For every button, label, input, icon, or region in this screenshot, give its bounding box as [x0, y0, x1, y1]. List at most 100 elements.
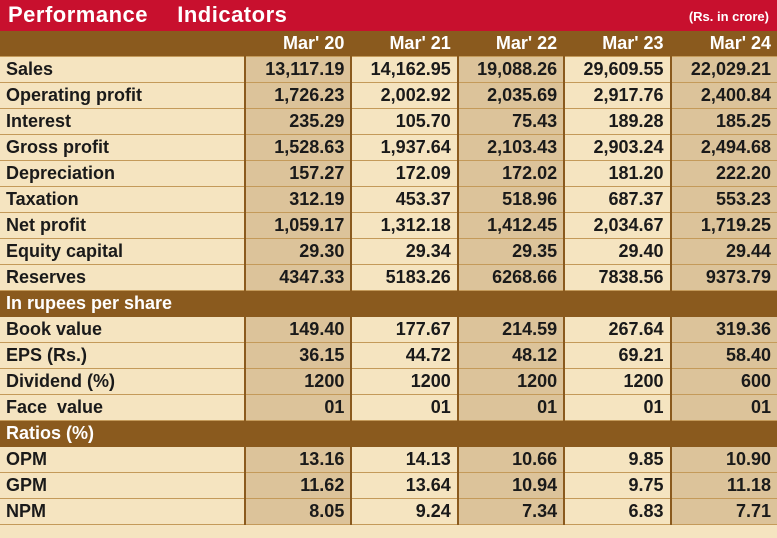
value-cell: 172.09 [351, 160, 459, 187]
table-row: Equity capital 29.30 29.34 29.35 29.40 29.44 [0, 238, 777, 265]
value-cell: 69.21 [564, 342, 672, 369]
title-bar: Performance Indicators (Rs. in crore) [0, 0, 777, 31]
table-row: NPM 8.05 9.24 7.34 6.83 7.71 [0, 498, 777, 525]
value-cell: 267.64 [564, 316, 672, 343]
value-cell: 44.72 [351, 342, 459, 369]
row-label: Operating profit [0, 82, 246, 109]
table-row: Face value 01 01 01 01 01 [0, 394, 777, 421]
value-cell: 1200 [351, 368, 459, 395]
value-cell: 1,312.18 [351, 212, 459, 239]
value-cell: 687.37 [564, 186, 672, 213]
value-cell: 9.85 [564, 446, 672, 473]
value-cell: 14.13 [351, 446, 459, 473]
value-cell: 9.24 [351, 498, 459, 525]
value-cell: 600 [670, 368, 777, 395]
value-cell: 9373.79 [670, 264, 777, 291]
value-cell: 01 [457, 394, 566, 421]
value-cell: 1,937.64 [351, 134, 459, 161]
table-row: Dividend (%) 1200 1200 1200 1200 600 [0, 368, 777, 395]
value-cell: 1,528.63 [244, 134, 353, 161]
value-cell: 29.35 [457, 238, 566, 265]
row-label: Face value [0, 394, 246, 421]
value-cell: 01 [244, 394, 353, 421]
value-cell: 14,162.95 [351, 56, 459, 83]
header-blank-cell [0, 31, 246, 57]
value-cell: 518.96 [457, 186, 566, 213]
row-label: Taxation [0, 186, 246, 213]
section-label: Ratios (%) [0, 420, 777, 447]
value-cell: 10.94 [457, 472, 566, 499]
row-label: Equity capital [0, 238, 246, 265]
value-cell: 1200 [457, 368, 566, 395]
value-cell: 5183.26 [351, 264, 459, 291]
value-cell: 8.05 [244, 498, 353, 525]
column-header: Mar' 21 [351, 31, 459, 57]
value-cell: 36.15 [244, 342, 353, 369]
value-cell: 1200 [564, 368, 672, 395]
column-header: Mar' 24 [670, 31, 777, 57]
value-cell: 189.28 [564, 108, 672, 135]
value-cell: 10.90 [670, 446, 777, 473]
table-row: Net profit 1,059.17 1,312.18 1,412.45 2,034.… [0, 212, 777, 239]
row-label: Dividend (%) [0, 368, 246, 395]
table-row: Book value 149.40 177.67 214.59 267.64 319.36 [0, 316, 777, 343]
row-label: Net profit [0, 212, 246, 239]
value-cell: 2,034.67 [564, 212, 672, 239]
value-cell: 1,719.25 [670, 212, 777, 239]
table-row: Reserves 4347.33 5183.26 6268.66 7838.56 9373… [0, 264, 777, 291]
value-cell: 7.71 [670, 498, 777, 525]
column-header: Mar' 22 [457, 31, 566, 57]
row-label: EPS (Rs.) [0, 342, 246, 369]
value-cell: 453.37 [351, 186, 459, 213]
value-cell: 11.18 [670, 472, 777, 499]
value-cell: 22,029.21 [670, 56, 777, 83]
row-label: Depreciation [0, 160, 246, 187]
value-cell: 2,400.84 [670, 82, 777, 109]
value-cell: 105.70 [351, 108, 459, 135]
value-cell: 75.43 [457, 108, 566, 135]
section-label: In rupees per share [0, 290, 777, 317]
value-cell: 1,059.17 [244, 212, 353, 239]
value-cell: 312.19 [244, 186, 353, 213]
row-label: OPM [0, 446, 246, 473]
value-cell: 2,917.76 [564, 82, 672, 109]
value-cell: 214.59 [457, 316, 566, 343]
value-cell: 6.83 [564, 498, 672, 525]
value-cell: 13.64 [351, 472, 459, 499]
value-cell: 29.30 [244, 238, 353, 265]
table-row: Depreciation 157.27 172.09 172.02 181.20 222.… [0, 160, 777, 187]
indicators-table: Mar' 20 Mar' 21 Mar' 22 Mar' 23 Mar' 24 … [0, 31, 777, 525]
value-cell: 01 [351, 394, 459, 421]
row-label: Reserves [0, 264, 246, 291]
table-row: GPM 11.62 13.64 10.94 9.75 11.18 [0, 472, 777, 499]
value-cell: 13.16 [244, 446, 353, 473]
value-cell: 58.40 [670, 342, 777, 369]
value-cell: 177.67 [351, 316, 459, 343]
table-row: Sales 13,117.19 14,162.95 19,088.26 29,609.5… [0, 56, 777, 83]
value-cell: 1,412.45 [457, 212, 566, 239]
table-row: Interest 235.29 105.70 75.43 189.28 185.25 [0, 108, 777, 135]
value-cell: 2,002.92 [351, 82, 459, 109]
value-cell: 7838.56 [564, 264, 672, 291]
table-row: Gross profit 1,528.63 1,937.64 2,103.43 2,90… [0, 134, 777, 161]
value-cell: 29.40 [564, 238, 672, 265]
value-cell: 01 [564, 394, 672, 421]
column-header: Mar' 23 [564, 31, 672, 57]
value-cell: 13,117.19 [244, 56, 353, 83]
value-cell: 29.34 [351, 238, 459, 265]
row-label: Sales [0, 56, 246, 83]
value-cell: 2,035.69 [457, 82, 566, 109]
value-cell: 172.02 [457, 160, 566, 187]
value-cell: 2,494.68 [670, 134, 777, 161]
value-cell: 48.12 [457, 342, 566, 369]
row-label: Book value [0, 316, 246, 343]
row-label: Interest [0, 108, 246, 135]
value-cell: 01 [670, 394, 777, 421]
unit-note: (Rs. in crore) [688, 9, 769, 24]
table-row: OPM 13.16 14.13 10.66 9.85 10.90 [0, 446, 777, 473]
column-header: Mar' 20 [244, 31, 353, 57]
value-cell: 10.66 [457, 446, 566, 473]
value-cell: 222.20 [670, 160, 777, 187]
section-header-row: In rupees per share [0, 290, 777, 317]
